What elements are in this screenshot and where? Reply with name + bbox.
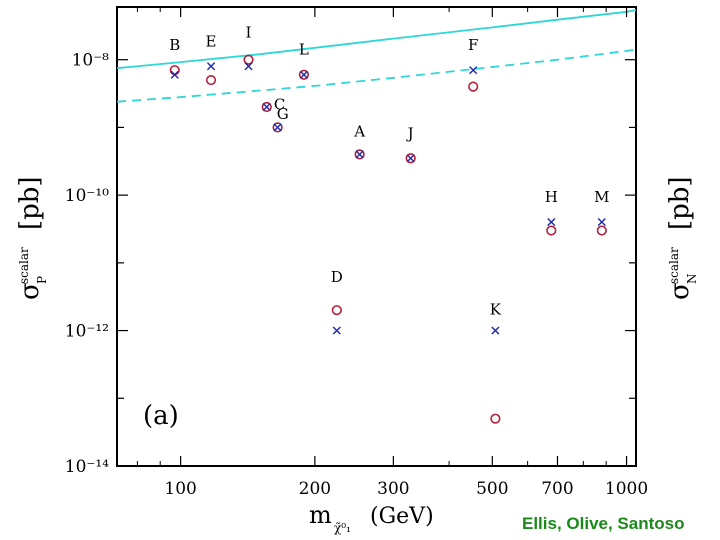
neutron-marker — [272, 122, 283, 133]
data-point-f: F — [468, 36, 479, 92]
proton-marker — [597, 217, 606, 227]
neutron-marker — [490, 413, 501, 424]
y-axis-right-sigma: σ — [665, 282, 695, 300]
point-label: D — [331, 268, 343, 286]
neutron-marker — [261, 101, 272, 113]
neutron-marker — [405, 153, 416, 164]
y-axis-label-left: σ scalar P [pb] — [15, 176, 49, 300]
point-label: K — [490, 301, 502, 319]
proton-marker — [355, 150, 364, 159]
x-tick-label: 300 — [377, 479, 409, 499]
data-point-d: D — [331, 268, 343, 335]
neutron-marker — [298, 69, 310, 80]
y-tick-label: 10⁻⁸ — [72, 51, 110, 71]
neutron-marker — [331, 305, 342, 316]
data-point-g: G — [261, 101, 289, 123]
data-point-i: I — [243, 24, 254, 71]
point-label: C — [274, 95, 285, 113]
proton-limit-curve — [116, 9, 637, 70]
proton-marker — [332, 326, 341, 335]
point-label: I — [246, 24, 252, 42]
proton-marker — [262, 102, 271, 112]
x-axis-label: m χ̃⁰₁ (GeV) — [309, 501, 434, 535]
x-tick-label: 700 — [541, 479, 573, 499]
y-tick-label: 10⁻¹⁴ — [65, 457, 109, 477]
neutron-marker — [546, 225, 557, 236]
proton-marker — [170, 70, 179, 79]
data-point-h: H — [545, 188, 558, 236]
x-axis-label-unit: (GeV) — [370, 504, 434, 529]
point-label: E — [206, 32, 217, 50]
x-tick-label: 200 — [299, 479, 331, 499]
proton-marker — [299, 70, 308, 79]
credit-text: Ellis, Olive, Santoso — [522, 514, 685, 533]
data-point-l: L — [298, 41, 310, 80]
y-axis-left-sub: P — [35, 276, 49, 284]
point-label: J — [406, 124, 414, 142]
neutron-marker — [468, 81, 479, 92]
point-label: L — [299, 41, 309, 59]
plot-frame — [116, 6, 637, 467]
x-tick-label: 100 — [164, 479, 196, 499]
x-axis-label-sub: χ̃⁰₁ — [334, 521, 351, 535]
neutron-marker — [354, 149, 365, 160]
proton-marker — [206, 62, 216, 71]
point-label: M — [594, 188, 609, 206]
proton-marker — [273, 123, 282, 132]
y-axis-left-super: scalar — [17, 247, 31, 284]
y-axis-right-unit: [pb] — [665, 176, 695, 230]
point-label: A — [353, 122, 365, 140]
neutron-marker — [243, 54, 254, 65]
point-label: G — [277, 105, 289, 123]
y-axis-left-unit: [pb] — [15, 176, 45, 230]
data-point-e: E — [205, 32, 217, 86]
y-tick-label: 10⁻¹² — [65, 322, 109, 342]
point-label: H — [545, 188, 558, 206]
data-point-a: A — [353, 122, 365, 160]
proton-marker — [406, 154, 415, 163]
neutron-marker — [205, 74, 217, 86]
neutron-limit-curve — [116, 48, 637, 103]
y-axis-right-super: scalar — [667, 247, 681, 284]
y-axis-right-sub: N — [685, 274, 699, 285]
proton-marker — [244, 62, 253, 71]
proton-marker — [547, 217, 556, 227]
point-label: B — [169, 36, 180, 54]
data-point-k: K — [490, 301, 502, 424]
x-tick-label: 500 — [476, 479, 508, 499]
proton-marker — [469, 66, 478, 75]
data-point-m: M — [594, 188, 609, 236]
data-point-c: C — [272, 95, 285, 133]
neutron-marker — [169, 65, 180, 76]
neutron-marker — [596, 225, 607, 236]
data-point-b: B — [169, 36, 180, 79]
x-axis-label-text: m — [309, 501, 332, 529]
y-axis-label-right: σ scalar N [pb] — [665, 176, 699, 300]
x-tick-label: 1000 — [605, 479, 648, 499]
data-point-j: J — [405, 124, 416, 164]
panel-label: (a) — [143, 401, 179, 431]
y-axis-left-sigma: σ — [15, 282, 45, 300]
y-tick-label: 10⁻¹⁰ — [65, 186, 109, 206]
proton-marker — [491, 326, 500, 335]
point-label: F — [468, 36, 478, 54]
